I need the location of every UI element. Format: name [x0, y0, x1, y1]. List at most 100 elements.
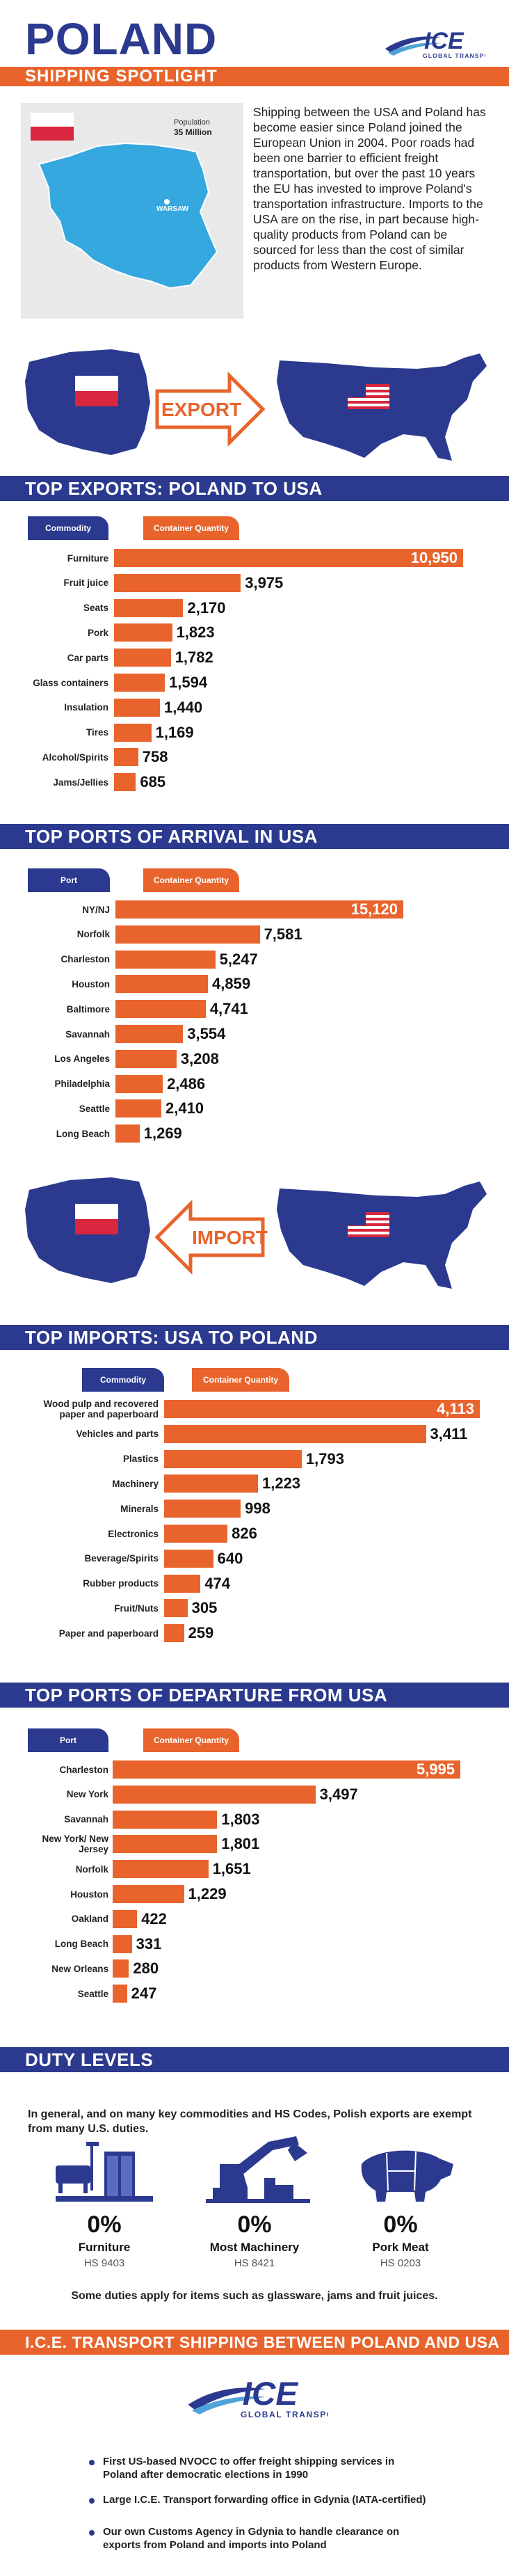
warsaw-dot: [164, 199, 170, 205]
bar: [114, 723, 152, 742]
row-label: Fruit/Nuts: [114, 1603, 159, 1614]
bar: [113, 1835, 218, 1854]
duty-pct-machinery: 0%: [237, 2211, 272, 2238]
logo-tagline: GLOBAL TRANSPORT: [423, 52, 485, 59]
column-header-label: Commodity: [28, 516, 108, 540]
row-label: Philadelphia: [54, 1079, 110, 1090]
data-label: 305: [191, 1599, 218, 1617]
logo-tagline: GLOBAL TRANSPORT: [241, 2410, 328, 2419]
data-label: 331: [136, 1934, 162, 1953]
bar: [114, 598, 184, 617]
row-label: Pork: [87, 627, 108, 638]
row-label: Glass containers: [33, 677, 108, 688]
bar: [115, 1099, 161, 1118]
row-label: Machinery: [112, 1478, 159, 1489]
bar: [113, 1860, 209, 1879]
chart-title: TOP PORTS OF ARRIVAL IN USA: [0, 824, 509, 849]
bar: [115, 1049, 177, 1068]
bar: [115, 1074, 163, 1093]
data-label: 280: [133, 1959, 159, 1978]
import-label: IMPORT: [192, 1227, 268, 1248]
capital-label: WARSAW: [156, 205, 189, 213]
data-label: 4,113: [437, 1400, 474, 1417]
duty-hs-pork: HS 0203: [380, 2257, 421, 2269]
data-label: 15,120: [350, 900, 398, 918]
row-label: Plastics: [122, 1454, 159, 1465]
row-label: Wood pulp and recovered paper and paperb…: [43, 1399, 159, 1420]
bar: [164, 1474, 258, 1493]
data-label: 1,823: [176, 623, 215, 642]
duty-text: In general, and on many key commodities …: [28, 2108, 472, 2135]
data-label: 247: [131, 1985, 157, 2003]
data-label: 1,594: [169, 674, 208, 691]
row-label: New York/ New Jersey: [42, 1834, 108, 1855]
duty-pct-pork: 0%: [383, 2211, 418, 2238]
data-label: 2,170: [187, 598, 226, 617]
logo-text: ICE: [243, 2376, 299, 2412]
data-label: 3,554: [187, 1025, 226, 1042]
duty-hs-machinery: HS 8421: [234, 2257, 275, 2269]
row-label: Fruit juice: [63, 578, 108, 589]
data-label: 2,486: [167, 1074, 206, 1092]
row-label: Long Beach: [54, 1939, 108, 1950]
bar: [164, 1574, 201, 1593]
column-header-label: Port: [28, 868, 110, 892]
bottom-title: I.C.E. TRANSPORT SHIPPING BETWEEN POLAND…: [25, 2333, 500, 2351]
bar: [115, 1124, 140, 1143]
bullet-1: First US-based NVOCC to offer freight sh…: [103, 2456, 395, 2481]
duty-title: DUTY LEVELS: [0, 2047, 509, 2072]
data-label: 826: [232, 1525, 257, 1542]
column-header-label: Port: [28, 1728, 108, 1752]
row-label: New York: [66, 1789, 108, 1800]
row-label: Minerals: [120, 1503, 159, 1514]
data-label: 1,229: [188, 1885, 227, 1902]
duty-name-machinery: Most Machinery: [209, 2241, 300, 2254]
data-label: 1,223: [261, 1474, 301, 1493]
data-label: 3,411: [430, 1424, 468, 1442]
machinery-icon: [206, 2136, 310, 2203]
data-label: 1,801: [221, 1835, 260, 1853]
column-header-value: Container Quantity: [143, 868, 239, 892]
data-label: 685: [140, 773, 166, 791]
row-label: Car parts: [67, 652, 108, 663]
page-title: POLAND: [25, 14, 218, 64]
duty-pct-furniture: 0%: [87, 2211, 122, 2238]
data-label: 4,859: [212, 975, 251, 993]
bar: [114, 748, 138, 767]
data-label: 5,995: [416, 1760, 455, 1778]
bar: [113, 1959, 129, 1978]
data-label: 1,440: [164, 698, 203, 716]
poland-map: [31, 113, 218, 289]
logo-text: ICE: [424, 28, 464, 54]
row-label: Norfolk: [75, 1863, 108, 1875]
data-label: 640: [217, 1549, 243, 1567]
bar: [164, 1449, 302, 1468]
data-label: 998: [245, 1500, 270, 1518]
bar: [113, 1785, 316, 1804]
row-label: Beverage/Spirits: [84, 1553, 159, 1564]
pig-icon: [361, 2150, 453, 2202]
poland-flag-icon: [75, 1204, 118, 1234]
bar: [164, 1624, 184, 1643]
bar: [164, 1424, 426, 1443]
data-label: 1,269: [143, 1124, 182, 1143]
bar: [113, 1885, 184, 1903]
bottom-title-bar: [0, 2330, 509, 2355]
data-label: 5,247: [219, 950, 258, 968]
subtitle-bar: [0, 67, 509, 86]
data-label: 4,741: [209, 1000, 248, 1018]
data-label: 1,803: [221, 1810, 260, 1828]
population-label: Population: [174, 118, 210, 127]
column-header-value: Container Quantity: [143, 516, 239, 540]
bullet-3: Our own Customs Agency in Gdynia to hand…: [103, 2526, 400, 2551]
row-label: NY/NJ: [82, 904, 110, 915]
column-header-label: Commodity: [82, 1368, 164, 1392]
bar: [164, 1525, 228, 1543]
row-label: Long Beach: [56, 1128, 110, 1139]
bar: [114, 698, 161, 717]
bar: [115, 1025, 184, 1043]
data-label: 1,782: [175, 649, 213, 667]
population-value: 35 Million: [174, 127, 212, 137]
poland-shape: [38, 142, 218, 289]
row-label: Oakland: [71, 1914, 108, 1925]
